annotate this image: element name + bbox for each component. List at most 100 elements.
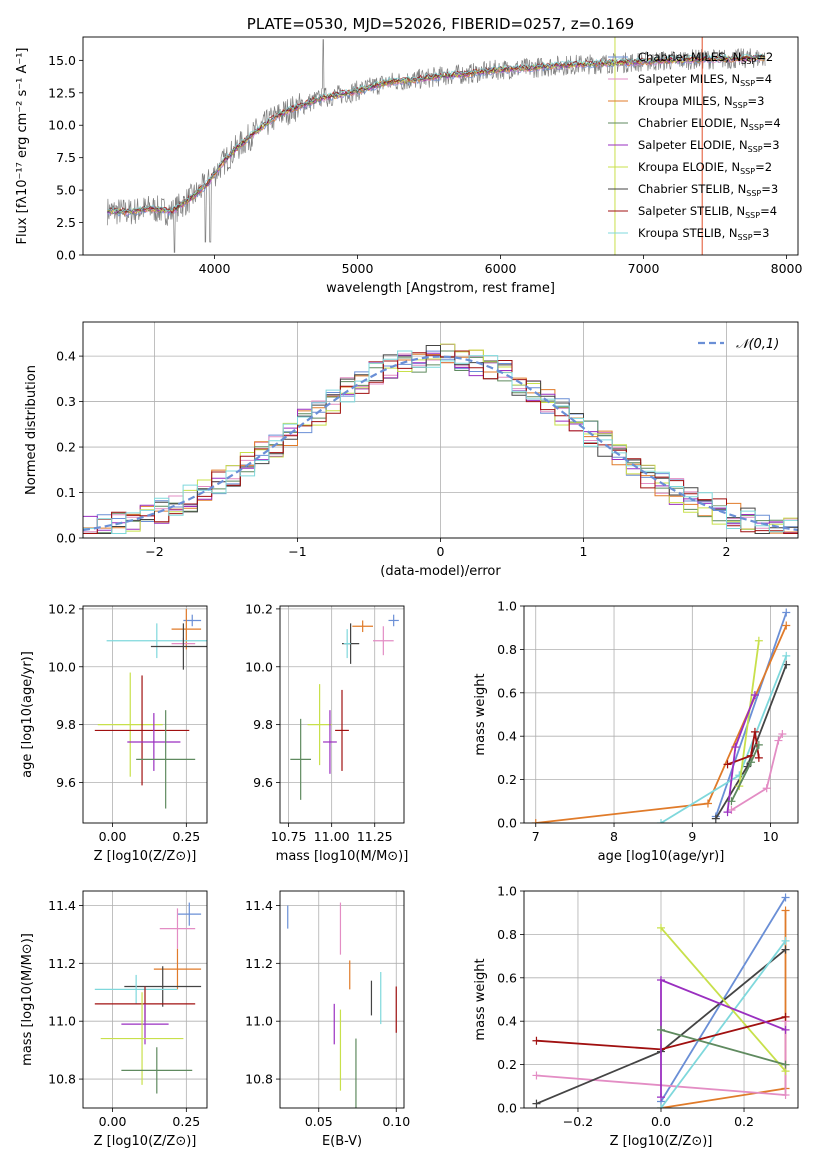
y-tick-label: 0.2 — [497, 772, 517, 787]
axes-mass_vs_ebv: 0.05 0.10 10.8 11.0 11.2 11.4 E(B-V) — [245, 890, 410, 1149]
legend-label: Salpeter STELIB, NSSP=4 — [638, 204, 777, 220]
y-tick-label: 10.8 — [48, 1072, 76, 1087]
legend-label: Kroupa ELODIE, NSSP=2 — [638, 160, 772, 176]
weight-series-line — [660, 927, 787, 1072]
weight-series-line — [715, 664, 788, 820]
error-bar-point — [335, 689, 349, 771]
error-bar-point — [150, 623, 207, 670]
x-tick-label: 0 — [437, 544, 445, 559]
y-tick-label: 1.0 — [497, 599, 517, 614]
plot-area-weight_vs_age — [531, 608, 791, 823]
error-bar-point — [323, 710, 337, 774]
y-tick-label: 7.5 — [56, 150, 76, 165]
x-tick-label: −0.2 — [563, 1114, 593, 1129]
x-tick-label: 0.2 — [734, 1114, 754, 1129]
plus-marker — [657, 975, 665, 984]
plus-marker — [782, 621, 791, 630]
plot-area-age_vs_Z — [94, 608, 207, 809]
histogram-series — [83, 350, 798, 534]
y-tick-label: 11.0 — [245, 1014, 273, 1029]
error-bar-point — [94, 974, 178, 1004]
x-tick-label: 0.10 — [382, 1114, 410, 1129]
error-bar-point — [388, 614, 399, 627]
y-tick-label: 0.2 — [497, 1057, 517, 1072]
legend-label: Salpeter ELODIE, NSSP=3 — [638, 138, 780, 154]
plus-marker — [781, 936, 790, 945]
y-axis-label: mass weight — [473, 673, 488, 755]
error-bar-point — [177, 902, 202, 926]
plus-marker — [731, 743, 740, 752]
x-tick-label: 11.25 — [357, 829, 393, 844]
y-tick-label: 9.6 — [56, 775, 76, 790]
y-tick-label: 2.5 — [56, 215, 76, 230]
x-axis-label: Z [log10(Z/Z⊙)] — [94, 849, 197, 864]
error-bar-point — [159, 908, 196, 949]
y-axis-label: Normed distribution — [24, 365, 39, 495]
error-bar-point — [352, 620, 373, 633]
y-tick-label: 11.0 — [48, 1014, 76, 1029]
y-tick-label: 10.8 — [245, 1072, 273, 1087]
axes-frame — [279, 605, 405, 824]
plus-marker — [774, 736, 783, 745]
legend-label: Salpeter MILES, NSSP=4 — [638, 72, 772, 88]
x-tick-label: 0.05 — [305, 1114, 333, 1129]
x-axis-label: Z [log10(Z/Z⊙)] — [94, 1134, 197, 1149]
x-tick-label: −1 — [288, 544, 306, 559]
plus-marker — [781, 945, 790, 954]
y-axis-label: mass [log10(M/M⊙)] — [20, 933, 35, 1066]
axes-age_vs_Z: 0.00 0.25 9.6 9.8 10.0 10.2 Z [log10(Z/Z⊙)] age… — [20, 601, 208, 864]
error-bar-point — [343, 629, 351, 659]
plus-marker — [657, 1025, 665, 1034]
error-bar-point — [100, 992, 184, 1085]
plus-marker — [778, 730, 787, 739]
x-axis-label: (data-model)/error — [380, 564, 501, 579]
y-tick-label: 10.2 — [245, 601, 273, 616]
y-tick-label: 0.3 — [56, 394, 76, 409]
plus-marker — [781, 1060, 790, 1069]
plus-marker — [781, 893, 790, 902]
x-tick-label: 6000 — [485, 261, 517, 276]
axes-frame — [82, 321, 799, 539]
plus-marker — [781, 1012, 790, 1021]
observed-spectrum — [106, 39, 766, 253]
normal-curve — [83, 355, 798, 532]
y-axis-label: age [log10(age/yr)] — [20, 651, 35, 778]
x-tick-label: 8000 — [771, 261, 803, 276]
x-tick-label: 11.00 — [314, 829, 350, 844]
x-tick-label: 5000 — [342, 261, 374, 276]
axes-frame — [82, 890, 208, 1109]
y-tick-label: 10.0 — [48, 659, 76, 674]
plot-area-spectrum — [106, 37, 766, 255]
y-tick-label: 0.6 — [497, 685, 517, 700]
model-spectrum-line — [107, 53, 766, 213]
x-tick-label: 7000 — [628, 261, 660, 276]
weight-series-line — [660, 940, 787, 1108]
axes-frame — [82, 36, 799, 256]
histogram-series — [83, 345, 798, 534]
plus-marker — [657, 1093, 665, 1102]
y-tick-label: 0.0 — [497, 816, 517, 831]
y-tick-label: 0.0 — [56, 531, 76, 546]
histogram-series — [83, 350, 798, 534]
x-tick-label: 0.00 — [99, 1114, 127, 1129]
error-bar-point — [124, 966, 202, 1007]
error-bar-point — [136, 710, 196, 809]
x-tick-label: 2 — [723, 544, 731, 559]
plot-area-mass_vs_ebv — [287, 902, 397, 1108]
plus-marker — [781, 906, 790, 915]
error-bar-point — [121, 1047, 193, 1094]
x-tick-label: 7 — [532, 829, 540, 844]
x-tick-label: 9 — [688, 829, 696, 844]
error-bar-point — [307, 684, 332, 766]
plus-marker — [781, 1090, 790, 1099]
legend-label: Chabrier MILES, NSSP=2 — [638, 50, 773, 66]
y-tick-label: 11.2 — [245, 956, 273, 971]
plus-marker — [782, 651, 791, 660]
x-tick-label: 1 — [580, 544, 588, 559]
plot-area-weight_vs_Z — [532, 893, 790, 1108]
y-tick-label: 9.8 — [253, 717, 273, 732]
error-bar-point — [106, 623, 207, 659]
y-tick-label: 0.4 — [56, 349, 76, 364]
model-spectrum-line — [107, 54, 766, 214]
error-bar-point — [373, 626, 394, 656]
